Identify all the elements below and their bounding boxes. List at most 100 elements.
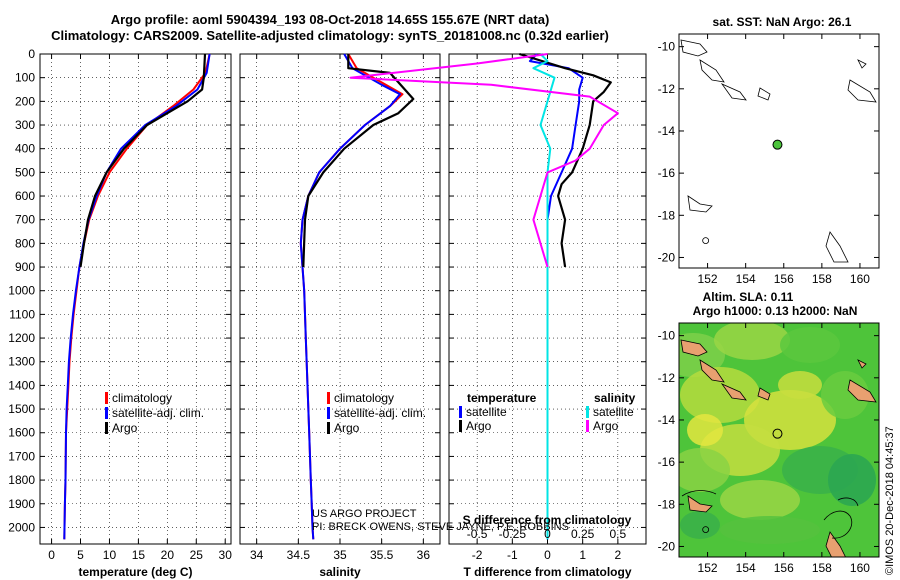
x-tick-label: 158 [812,561,832,575]
s-tick-label: 0 [544,527,551,541]
legend-label: satellite [466,405,507,419]
y-tick-label: -20 [658,250,676,264]
sla-anomaly-patch [680,511,720,539]
y-tick-label: -12 [658,82,676,96]
land-contour [699,59,725,83]
x-tick-label: 156 [774,561,794,575]
y-tick-label: -14 [658,413,676,427]
sst-map-title: sat. SST: NaN Argo: 26.1 [713,15,852,29]
x-axis-label: T difference from climatology [463,565,631,579]
chart-title-line1: Argo profile: aoml 5904394_193 08-Oct-20… [110,12,550,27]
y-tick-label: -14 [658,124,676,138]
y-tick-label: 800 [15,236,35,250]
legend-swatch [327,392,330,404]
series-line-satellite-salinity [532,53,556,540]
legend-label: satellite-adj. clim. [334,406,426,420]
sla-contour [823,510,853,539]
series-line-satellite-temperature [528,53,584,540]
land-contour [857,59,867,69]
y-tick-label: 700 [15,213,35,227]
sla-anomaly-patch [828,454,876,506]
profile-panel-diff: -2 -1 0 1 2 T difference from climatology [349,52,647,579]
x-axis-label-top: S difference from climatology [463,513,632,527]
land-contour [757,87,771,101]
y-tick-label: 1600 [8,426,35,440]
y-tick-label: -10 [658,40,676,54]
x-tick-label: 36 [417,548,431,562]
land-contour [847,379,877,403]
y-tick-label: 1700 [8,449,35,463]
legend-label: Argo [334,421,360,435]
y-tick-label: 1200 [8,331,35,345]
y-tick-label: 1400 [8,378,35,392]
x-axis-label: temperature (deg C) [78,565,192,579]
sla-anomaly-patch [821,371,869,419]
legend-label: Argo [112,421,138,435]
y-tick-label: 2000 [8,520,35,534]
legend-label: climatology [334,391,394,405]
s-tick-label: -0.25 [499,527,527,541]
legend-diff: temperature salinitysatelliteArgosatellit… [459,391,636,433]
map-content [680,39,877,263]
series-line-argo-salinity [349,53,619,268]
land-contour [699,359,725,383]
x-tick-label: -1 [507,548,518,562]
y-tick-label: 100 [15,71,35,85]
legend-label: climatology [112,391,172,405]
legend-label: Argo [593,419,619,433]
map-panel-sst: 152 154 156 158 160 -10 -12 -14 -16 -18 -20 [658,33,880,286]
sla-anomaly-patch [679,448,730,492]
legend-label: Argo [466,419,492,433]
profile-location-marker [772,428,783,439]
series-line-argo-temperature [519,52,612,268]
sla-contour [681,490,717,497]
x-tick-label: 35 [333,548,347,562]
y-tick-label: 1000 [8,284,35,298]
profile-panel-sal: 34 34.5 35 35.5 36 salinity [239,53,441,579]
sla-anomaly-patch [778,371,822,399]
x-tick-label: 154 [736,561,756,575]
x-tick-label: 15 [132,548,146,562]
y-tick-label: 400 [15,142,35,156]
land-contour [680,339,708,357]
s-tick-label: 0.25 [571,527,595,541]
y-tick-label: 500 [15,165,35,179]
island-marker [702,237,710,244]
x-tick-label: 0 [544,548,551,562]
series-line-climatology [63,53,211,540]
x-tick-label: 158 [812,272,832,286]
s-tick-label: -0.5 [467,527,488,541]
x-tick-label: 34.5 [287,548,311,562]
x-tick-label: 152 [698,561,718,575]
y-tick-label: -18 [658,497,676,511]
x-tick-label: 30 [219,548,233,562]
legend-swatch [586,420,589,432]
series-line-climatology [299,53,404,540]
sla-anomaly-patch [714,323,790,360]
sla-anomaly-patch [687,414,723,446]
x-axis-label: salinity [319,565,361,579]
y-tick-label: 900 [15,260,35,274]
y-tick-label: 200 [15,94,35,108]
y-tick-label: 600 [15,189,35,203]
land-contour [687,195,713,213]
series-line-argo [79,53,207,268]
x-tick-label: 10 [103,548,117,562]
sla-map-title: Altim. SLA: 0.11 [703,290,794,304]
x-tick-label: 0 [48,548,55,562]
y-tick-label: 1100 [9,307,35,321]
y-tick-label: 1800 [8,473,35,487]
legend-title-salinity: salinity [594,391,636,405]
s-tick-label: 0.5 [610,527,627,541]
legend-swatch [327,422,330,434]
plot-frame [39,53,232,545]
y-tick-label: -12 [658,371,676,385]
y-tick-label: 0 [28,47,35,61]
x-tick-label: 35.5 [370,548,394,562]
y-tick-label: 1900 [8,497,35,511]
series-line-satellite-adj--clim- [63,53,211,540]
legend-label: satellite-adj. clim. [112,406,204,420]
